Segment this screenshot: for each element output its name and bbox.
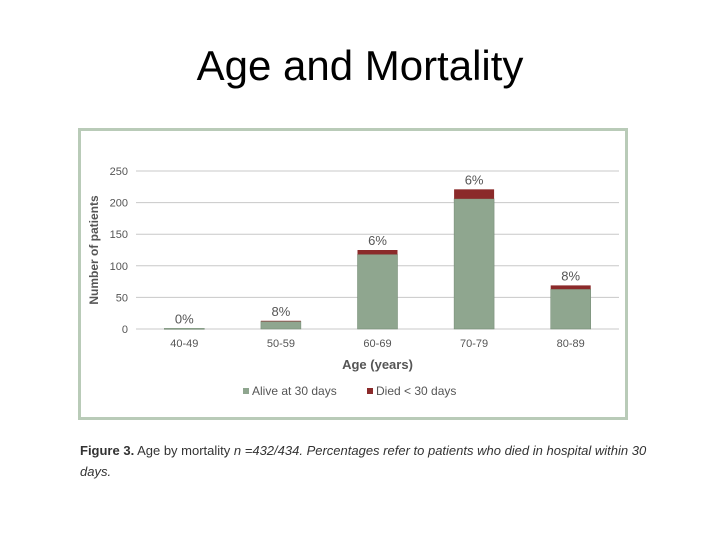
bar-labels: 0% 8% 6% 6% 8%: [175, 172, 581, 326]
y-tick-label: 0: [122, 324, 128, 336]
bar-died-60-69: [357, 250, 398, 255]
bar-alive-50-59: [260, 321, 302, 330]
bar-label: 8%: [272, 304, 291, 319]
y-tick-label: 250: [110, 166, 128, 178]
x-tick-label: 70-79: [460, 338, 488, 350]
bar-died-70-79: [454, 189, 495, 199]
caption-note: Percentages refer to patients who died i…: [80, 443, 647, 479]
bar-died-80-89: [550, 285, 591, 290]
bar-label: 6%: [368, 233, 387, 248]
legend-label: Died < 30 days: [376, 384, 456, 398]
legend: Alive at 30 days Died < 30 days: [243, 384, 456, 398]
x-tick-label: 50-59: [267, 338, 295, 350]
bar-alive-70-79: [453, 198, 495, 330]
x-tick-label: 80-89: [557, 338, 585, 350]
bar-label: 6%: [465, 172, 484, 187]
legend-swatch: [367, 388, 373, 394]
bar-label: 8%: [561, 268, 580, 283]
x-tick-label: 60-69: [363, 338, 391, 350]
bar-died-50-59: [260, 320, 301, 322]
bar-alive-40-49: [164, 328, 205, 330]
bar-chart: 0% 8% 6% 6% 8% 0 50 100 150 200 250 40-49 50-59 60-…: [87, 166, 619, 398]
x-tick-labels: 40-49 50-59 60-69 70-79 80-89: [170, 338, 585, 350]
slide-title: Age and Mortality: [196, 42, 524, 89]
y-tick-label: 100: [110, 261, 128, 273]
caption-n: n =432/434.: [233, 443, 303, 458]
y-tick-labels: 0 50 100 150 200 250: [110, 166, 128, 336]
y-tick-label: 200: [110, 198, 128, 210]
bar-label: 0%: [175, 311, 194, 326]
figure-frame: 0% 8% 6% 6% 8% 0 50 100 150 200 250 40-49 50-59 60-…: [78, 128, 628, 420]
y-tick-label: 50: [116, 292, 128, 304]
bar-alive-60-69: [357, 254, 398, 330]
bar-alive-80-89: [550, 288, 591, 330]
legend-label: Alive at 30 days: [252, 384, 337, 398]
legend-swatch: [243, 388, 249, 394]
y-axis-label: Number of patients: [87, 195, 101, 305]
figure-caption: Figure 3. Age by mortality n =432/434. P…: [80, 440, 650, 482]
caption-text: Age by mortality: [134, 443, 234, 458]
y-tick-label: 150: [110, 229, 128, 241]
x-axis-label: Age (years): [342, 357, 413, 372]
bars: [164, 189, 591, 330]
caption-figure-label: Figure 3.: [80, 443, 135, 458]
x-tick-label: 40-49: [170, 338, 198, 350]
